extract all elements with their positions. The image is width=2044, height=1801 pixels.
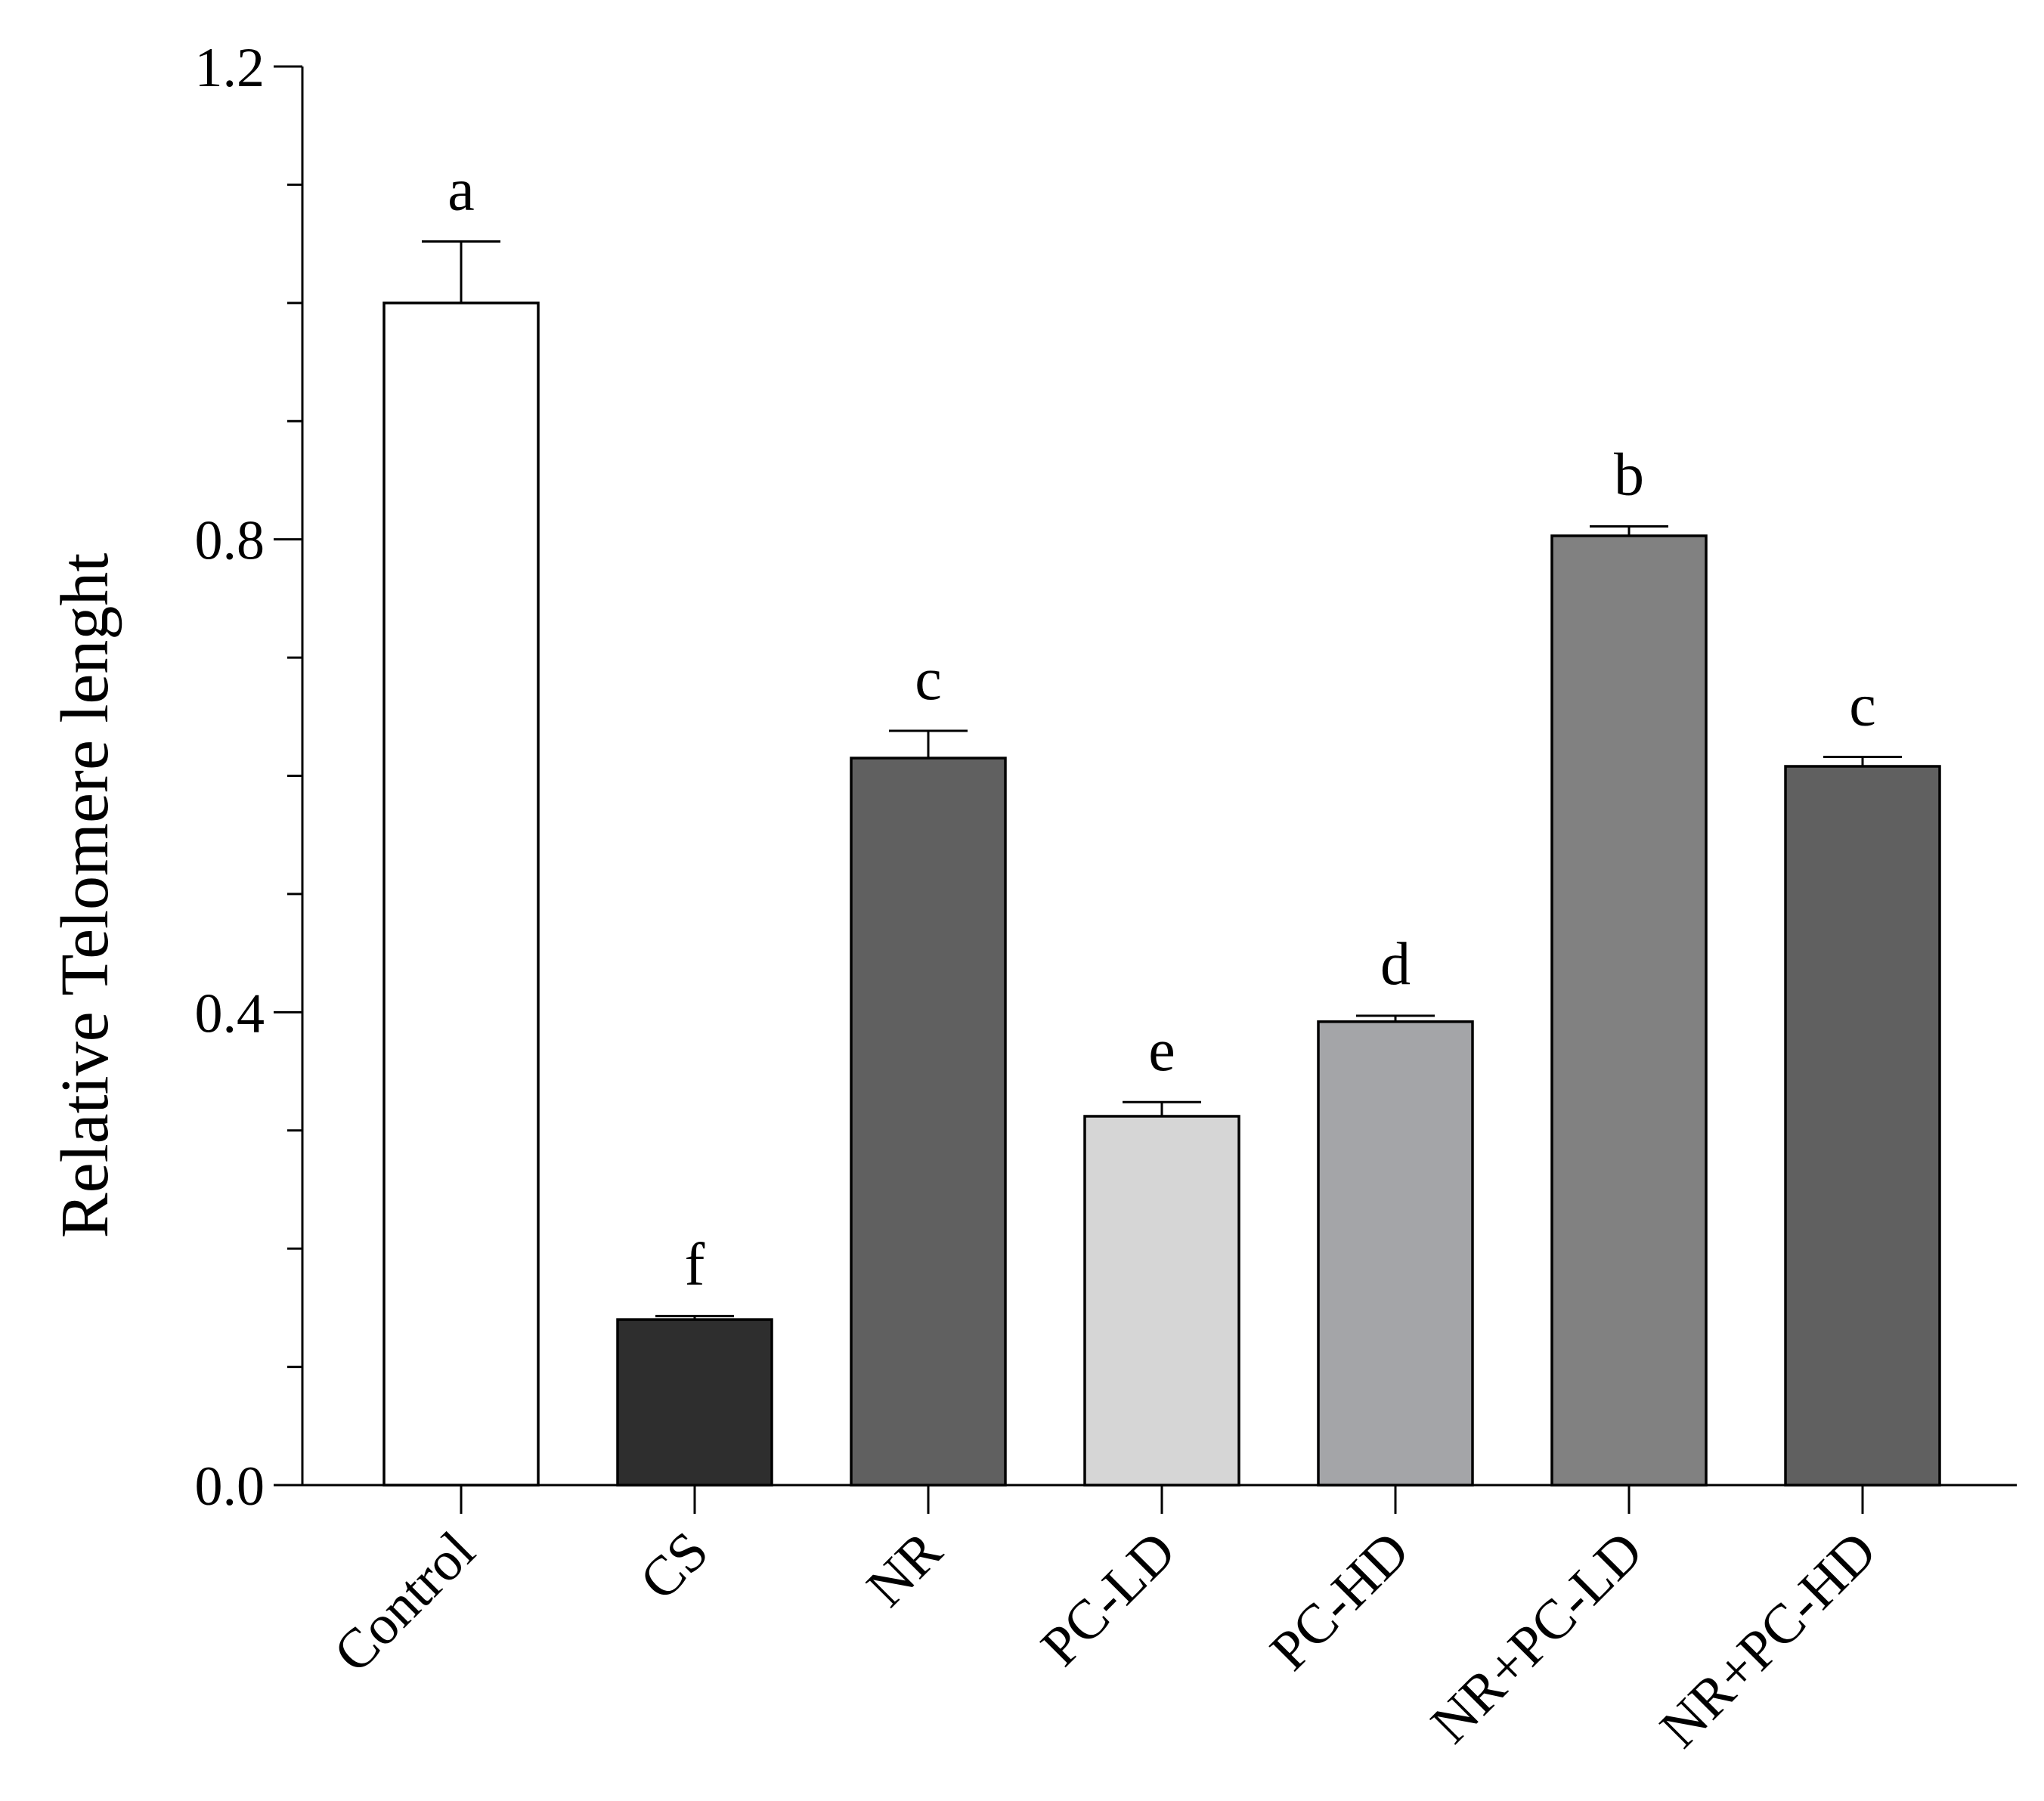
category-label: NR [855, 1520, 954, 1619]
bar-nr-pc-hd [1784, 765, 1941, 1487]
y-axis: 0.0 0.4 0.8 1.2 [195, 37, 304, 1518]
category-label: PC-LD [1030, 1520, 1188, 1678]
category-label: CS [628, 1520, 720, 1612]
y-axis-title: Relative Telomere lenght [48, 553, 122, 1239]
bar-cs [616, 1318, 773, 1487]
bar-nr-pc-ld [1550, 534, 1708, 1487]
significance-letter: f [685, 1231, 705, 1298]
category-label: PC-HD [1259, 1520, 1421, 1682]
bar-pc-hd [1317, 1020, 1474, 1487]
bar-pc-ld [1083, 1115, 1240, 1487]
category-label: Control [322, 1520, 487, 1685]
significance-letter: b [1614, 441, 1644, 508]
category-label: NR+PC-HD [1649, 1520, 1888, 1759]
error-bars [422, 240, 1902, 1320]
bar-control [382, 302, 540, 1487]
significance-letter: d [1380, 931, 1411, 998]
significance-letter: c [915, 646, 942, 713]
y-tick-label: 1.2 [195, 37, 265, 99]
category-label: NR+PC-LD [1420, 1520, 1655, 1755]
y-tick-label: 0.4 [195, 983, 265, 1044]
significance-letter: c [1849, 672, 1876, 738]
x-axis [302, 1484, 2017, 1514]
significance-letter: e [1148, 1017, 1175, 1084]
bars [382, 302, 1941, 1487]
significance-letter: a [448, 156, 475, 223]
bar-nr [850, 757, 1007, 1487]
y-tick-label: 0.0 [195, 1456, 265, 1518]
y-tick-label: 0.8 [195, 510, 265, 572]
significance-labels: a f c e d b c [448, 156, 1876, 1298]
